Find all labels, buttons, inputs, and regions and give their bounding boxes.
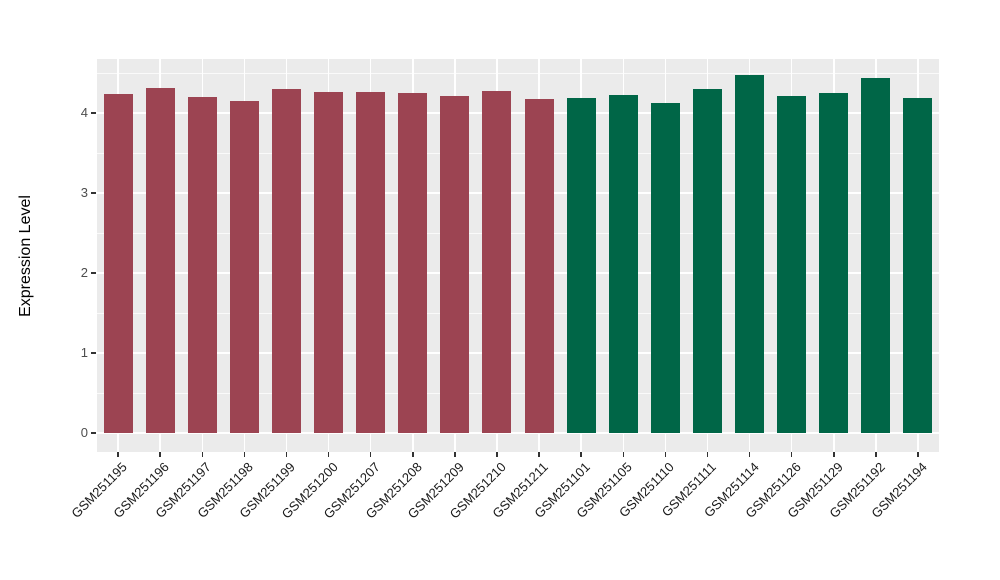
- h-gridline-minor: [97, 233, 939, 234]
- bar: [861, 78, 891, 433]
- h-gridline-minor: [97, 153, 939, 154]
- bar: [271, 89, 301, 433]
- y-tick-label: 2: [80, 265, 88, 280]
- x-tick-mark: [159, 452, 161, 457]
- bar: [103, 94, 133, 433]
- x-tick-mark: [117, 452, 119, 457]
- h-gridline-major: [97, 112, 939, 114]
- bar: [692, 89, 722, 433]
- x-tick-mark: [412, 452, 414, 457]
- y-tick-mark: [91, 192, 96, 194]
- y-tick-mark: [91, 352, 96, 354]
- h-gridline-minor: [97, 73, 939, 74]
- h-gridline-minor: [97, 313, 939, 314]
- y-tick-label: 1: [80, 345, 88, 360]
- bar: [187, 97, 217, 433]
- bar: [398, 93, 428, 433]
- y-tick-label: 3: [80, 185, 88, 200]
- x-tick-mark: [917, 452, 919, 457]
- y-tick-mark: [91, 112, 96, 114]
- h-gridline-major: [97, 432, 939, 434]
- x-tick-mark: [875, 452, 877, 457]
- x-tick-mark: [706, 452, 709, 457]
- h-gridline-minor: [97, 393, 939, 394]
- bar: [735, 75, 765, 433]
- y-axis-title: Expression Level: [14, 59, 38, 452]
- h-gridline-major: [97, 352, 939, 354]
- x-tick-mark: [285, 452, 288, 457]
- y-tick-mark: [91, 272, 96, 274]
- bar: [819, 93, 849, 433]
- x-tick-mark: [748, 452, 751, 457]
- x-tick-mark: [580, 452, 582, 457]
- bar: [314, 92, 344, 433]
- bar: [356, 92, 386, 433]
- x-tick-mark: [369, 452, 372, 457]
- y-tick-label: 0: [80, 425, 88, 440]
- h-gridline-major: [97, 272, 939, 274]
- x-tick-mark: [496, 452, 498, 457]
- x-tick-mark: [454, 452, 456, 457]
- x-tick-mark: [664, 452, 667, 457]
- y-axis-title-text: Expression Level: [17, 194, 34, 317]
- bar: [777, 96, 807, 433]
- bar: [145, 88, 175, 433]
- y-tick-mark: [91, 432, 96, 434]
- bar: [903, 98, 933, 433]
- x-tick-mark: [833, 452, 835, 457]
- x-tick-mark: [622, 452, 624, 457]
- x-tick-mark: [327, 452, 330, 457]
- bar: [650, 103, 680, 433]
- bar: [440, 96, 470, 433]
- bar: [229, 101, 259, 433]
- bar: [608, 95, 638, 433]
- x-tick-mark: [243, 452, 246, 457]
- x-tick-mark: [201, 452, 203, 457]
- bar: [566, 98, 596, 433]
- x-tick-mark: [790, 452, 793, 457]
- bar: [524, 99, 554, 433]
- plot-panel: [97, 59, 939, 452]
- h-gridline-major: [97, 192, 939, 194]
- x-tick-mark: [538, 452, 540, 457]
- bar: [482, 91, 512, 433]
- y-tick-label: 4: [80, 105, 88, 120]
